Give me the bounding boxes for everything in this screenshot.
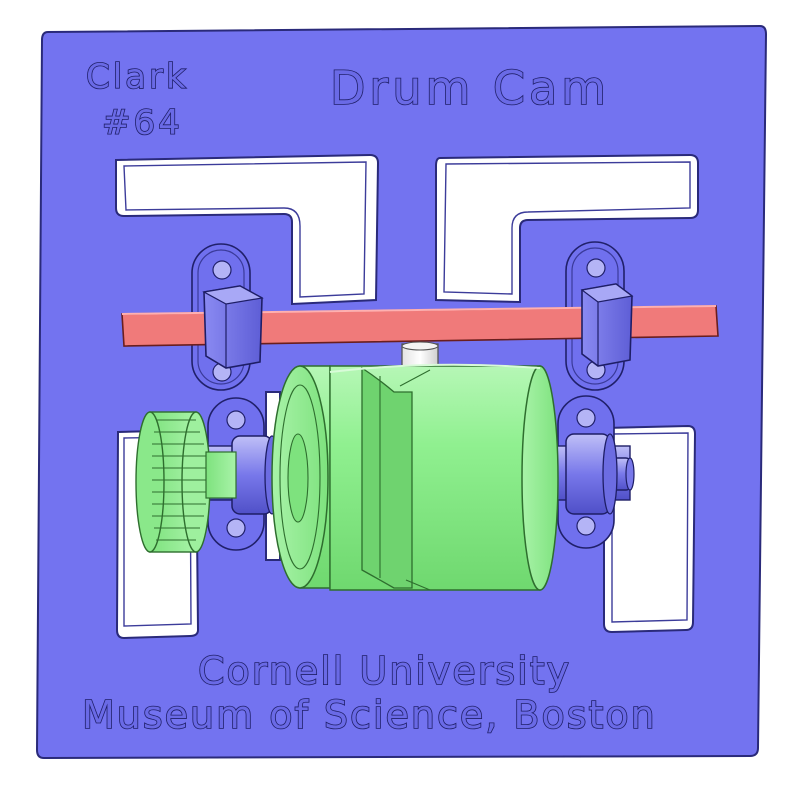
credit-line2: Museum of Science, Boston <box>82 693 657 737</box>
title: Drum Cam <box>330 61 610 115</box>
left-follower-guide-block <box>202 285 264 369</box>
model-label-line2: #64 <box>102 103 183 143</box>
drive-gear <box>135 411 237 553</box>
right-shaft-bearing <box>565 433 618 515</box>
credit-line1: Cornell University <box>198 649 571 693</box>
right-follower-guide-block <box>580 283 634 367</box>
drum-cam <box>271 363 559 591</box>
model-label-line1: Clark <box>86 57 189 97</box>
